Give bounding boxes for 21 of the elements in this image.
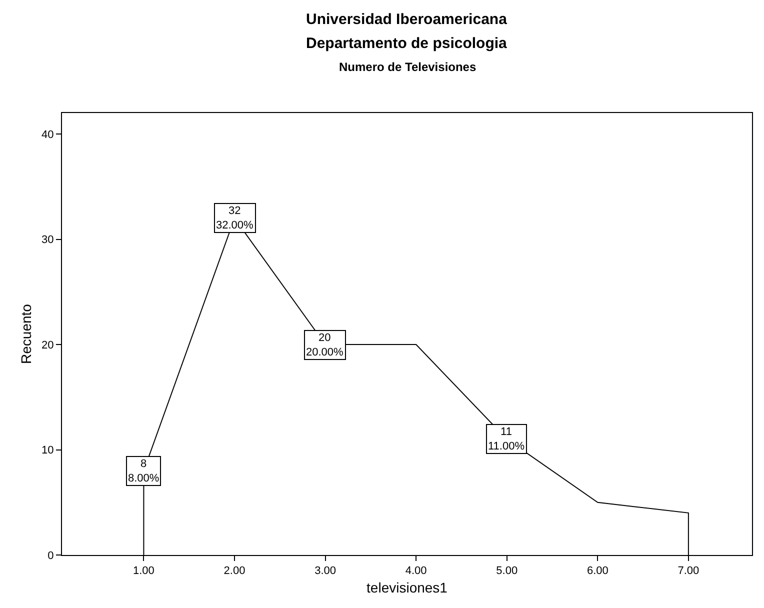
y-tick-label: 0 <box>48 550 54 562</box>
y-tick-label: 10 <box>42 444 54 457</box>
data-label: 32 32.00% <box>216 205 254 232</box>
x-tick-label: 3.00 <box>314 565 336 578</box>
x-tick-label: 5.00 <box>496 565 518 578</box>
y-tick-label: 40 <box>42 128 54 141</box>
data-label: 8 8.00% <box>128 458 160 484</box>
text: Numero de Televisiones <box>339 60 476 74</box>
x-tick-label: 6.00 <box>586 565 608 578</box>
chart-subtitle: Departamento de psicologia <box>306 35 508 52</box>
x-tick-label: 2.00 <box>224 565 246 578</box>
data-label: 20 20.00% <box>306 332 344 358</box>
y-tick-label: 20 <box>42 339 54 352</box>
x-tick-label: 7.00 <box>678 565 700 578</box>
x-axis-title: televisiones1 <box>366 580 448 596</box>
y-axis-title: Recuento <box>18 304 34 364</box>
y-tick-label: 30 <box>42 234 54 246</box>
data-label: 11 11.00% <box>488 426 525 452</box>
chart-title: Universidad Iberoamericana <box>306 11 508 28</box>
x-tick-label: 4.00 <box>405 565 427 578</box>
x-tick-label: 1.00 <box>133 565 154 578</box>
